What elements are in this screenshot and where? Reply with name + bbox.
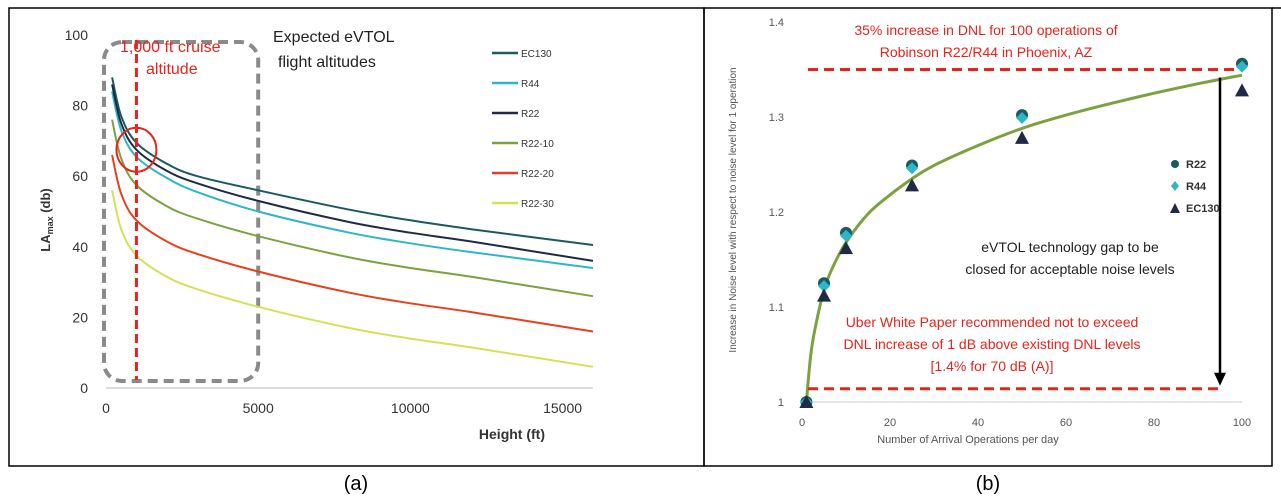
legend-label-r22-30: R22-30	[521, 199, 554, 210]
legend-marker-r44	[1171, 181, 1179, 191]
legend-marker-ec130	[1170, 203, 1180, 213]
chart-a-axis-layer: 0 20 40 60 80 100 0 5000 10000 15000	[65, 27, 593, 416]
chart-a-xtick-label: 5000	[243, 400, 274, 416]
point-ec130	[1015, 130, 1029, 144]
point-r44	[1236, 60, 1248, 73]
chart-b-annotation-lines	[808, 68, 1242, 391]
point-r44	[1016, 111, 1028, 124]
chart-b-ytick-label: 1.2	[769, 207, 784, 219]
chart-a-xtick-label: 0	[102, 400, 110, 416]
uber-text-line-3: [1.4% for 70 dB (A)]	[931, 358, 1054, 374]
chart-a-legend: EC130 R44 R22 R22-10 R22-20 R22-30	[492, 49, 554, 210]
cruise-intersection-circle	[115, 126, 158, 173]
chart-b-ytick-label: 1.1	[769, 302, 784, 314]
box-label-line-2: flight altitudes	[278, 54, 376, 71]
chart-b-series-layer	[799, 57, 1249, 408]
legend-label-r44: R44	[521, 79, 540, 90]
series-line-ec130	[111, 77, 594, 246]
cruise-label-line-1: 1,000 ft cruise	[120, 39, 221, 56]
point-r44	[818, 280, 830, 293]
panel-b-label: (b)	[976, 473, 1000, 495]
chart-a: 0 20 40 60 80 100 0 5000 10000 15000 Expected eVT…	[38, 27, 594, 442]
chart-a-xtick-label: 10000	[391, 400, 430, 416]
legend-label-ec130: EC130	[521, 49, 552, 60]
gap-text-line-2: closed for acceptable noise levels	[965, 261, 1174, 277]
box-label-line-1: Expected eVTOL	[273, 29, 395, 46]
gap-arrow-head	[1214, 372, 1226, 386]
chart-a-ytick-label: 20	[72, 309, 88, 325]
chart-a-ytick-label: 80	[72, 98, 88, 114]
chart-b-xtick-label: 80	[1148, 417, 1160, 429]
series-line-r22-30	[111, 190, 594, 368]
chart-b-ytick-label: 1.4	[769, 17, 784, 29]
chart-a-ytick-label: 40	[72, 239, 88, 255]
chart-b-xtick-label: 20	[884, 417, 896, 429]
chart-a-series-layer	[111, 77, 594, 368]
point-ec130	[1235, 83, 1249, 97]
gap-text-line-1: eVTOL technology gap to be	[981, 239, 1159, 255]
legend-label-r22: R22	[1186, 159, 1206, 171]
legend-label-r22-20: R22-20	[521, 169, 554, 180]
chart-b-axis-layer: 1 1.1 1.2 1.3 1.4 0 20 40 60 80 100	[769, 17, 1251, 429]
series-line-r22-20	[111, 154, 594, 333]
series-line-r44	[111, 91, 594, 269]
chart-a-ytick-label: 60	[72, 168, 88, 184]
legend-marker-r22	[1171, 160, 1179, 168]
chart-b-annotation-text: 35% increase in DNL for 100 operations o…	[843, 22, 1174, 374]
legend-label-r22-10: R22-10	[521, 139, 554, 150]
chart-b-xtick-label: 40	[972, 417, 984, 429]
legend-label-r22: R22	[521, 109, 540, 120]
chart-a-ylabel-main: LA	[38, 234, 53, 252]
chart-a-annotation-layer: Expected eVTOL flight altitudes 1,000 ft…	[115, 29, 395, 380]
chart-a-ylabel-suffix: (db)	[38, 188, 53, 216]
point-r44	[840, 229, 852, 242]
chart-b-xtick-label: 60	[1060, 417, 1072, 429]
chart-b-legend: R22 R44 EC130	[1170, 159, 1220, 215]
chart-a-xtick-label: 15000	[543, 400, 582, 416]
eVTOL-altitude-box	[102, 40, 261, 383]
chart-a-ylabel-sub: max	[45, 216, 55, 234]
chart-b-xtick-label: 0	[799, 417, 805, 429]
uber-text-line-2: DNL increase of 1 dB above existing DNL …	[843, 336, 1140, 352]
point-ec130	[839, 241, 853, 255]
panel-a-frame	[8, 7, 705, 467]
chart-b-ytick-label: 1.3	[769, 112, 784, 124]
chart-b-xtick-label: 100	[1233, 417, 1251, 429]
point-ec130	[817, 288, 831, 302]
panel-b-frame	[703, 7, 1273, 467]
top-annotation-line-1: 35% increase in DNL for 100 operations o…	[854, 22, 1117, 38]
cruise-label-line-2: altitude	[146, 61, 198, 78]
point-ec130	[905, 178, 919, 192]
chart-a-ytick-label: 100	[65, 27, 89, 43]
uber-text-line-1: Uber White Paper recommended not to exce…	[846, 314, 1139, 330]
chart-a-ytick-label: 0	[80, 380, 88, 396]
series-line-r22-10	[111, 119, 594, 298]
chart-a-xlabel: Height (ft)	[479, 426, 545, 442]
eVTOL-altitude-box-layer	[102, 40, 261, 383]
chart-b-ylabel: Increase in Noise level with respect to …	[728, 67, 739, 352]
chart-a-ylabel: LAmax (db)	[38, 188, 55, 252]
chart-b: 1 1.1 1.2 1.3 1.4 0 20 40 60 80 100 R22 R44 EC130 35…	[728, 17, 1251, 446]
chart-b-ytick-label: 1	[778, 397, 784, 409]
legend-label-r44: R44	[1186, 181, 1207, 193]
panel-a-label: (a)	[344, 473, 368, 495]
chart-b-xlabel: Number of Arrival Operations per day	[877, 434, 1059, 446]
point-r44	[906, 162, 918, 175]
point-ec130	[799, 395, 814, 408]
top-annotation-line-2: Robinson R22/R44 in Phoenix, AZ	[880, 44, 1093, 60]
series-line-r22	[111, 84, 594, 262]
legend-label-ec130: EC130	[1186, 203, 1220, 215]
